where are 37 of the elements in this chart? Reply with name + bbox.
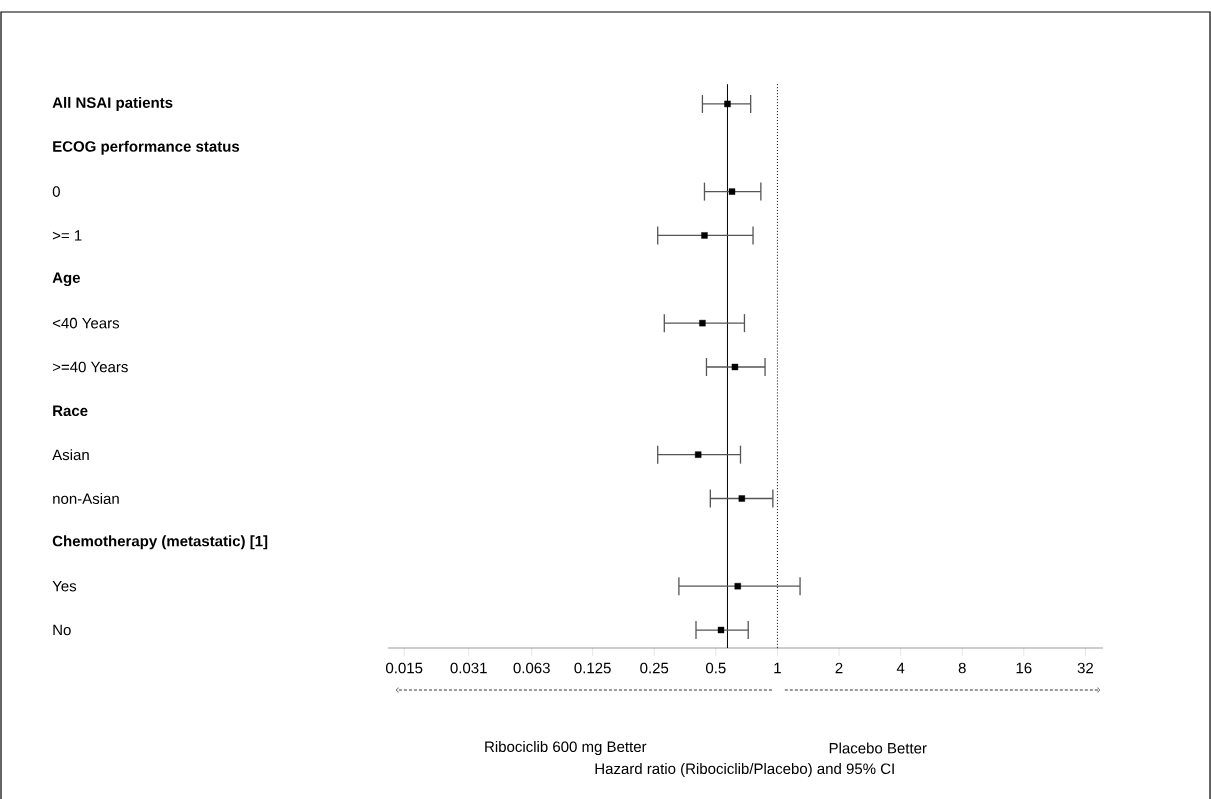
x-tick-label: 16 [1016, 662, 1032, 674]
point [699, 319, 706, 327]
text: Placebo Better [829, 742, 927, 754]
point [694, 451, 702, 458]
x-tick-label: 0.5 [705, 662, 726, 674]
x-tick-label: 0.015 [386, 662, 423, 674]
y-tick-label: Age [52, 272, 81, 287]
point [734, 582, 741, 590]
x-tick-label: 0.25 [640, 662, 669, 674]
y-tick-label: >=40 Years [52, 361, 128, 373]
y-tick-label: <40 Years [52, 317, 120, 329]
y-tick-label: Chemotherapy (metastatic) [1] [52, 535, 268, 550]
y-tick-label: No [53, 624, 71, 636]
y-tick-label: >= 1 [52, 230, 82, 241]
point [728, 188, 736, 195]
x-tick-label: 2 [835, 662, 843, 674]
x-tick-label: 8 [958, 662, 966, 674]
x-tick-label: 1 [774, 662, 781, 674]
point [731, 363, 739, 371]
x-tick-label: 0.063 [513, 662, 550, 674]
y-tick-label: All NSAI patients [52, 96, 173, 111]
y-tick-label: non-Asian [53, 492, 119, 505]
text: Ribociclib 600 mg Better [485, 741, 647, 755]
y-tick-label: Yes [52, 580, 77, 592]
y-tick-label: Asian [52, 449, 89, 461]
y-tick-label: ECOG performance status [53, 140, 240, 155]
y-tick-label: 0 [52, 186, 60, 197]
point [701, 232, 708, 239]
x-tick-label: 0.031 [450, 662, 487, 674]
point [724, 100, 731, 108]
point [717, 626, 725, 634]
x-tick-label: 4 [896, 662, 905, 674]
x-tick-label: 0.125 [574, 662, 611, 674]
y-tick-label: Race [53, 405, 88, 417]
x-tick-label: 32 [1077, 662, 1094, 674]
text: Hazard ratio (Ribociclib/Placebo) and 95% CI [595, 763, 894, 777]
point [738, 495, 746, 502]
